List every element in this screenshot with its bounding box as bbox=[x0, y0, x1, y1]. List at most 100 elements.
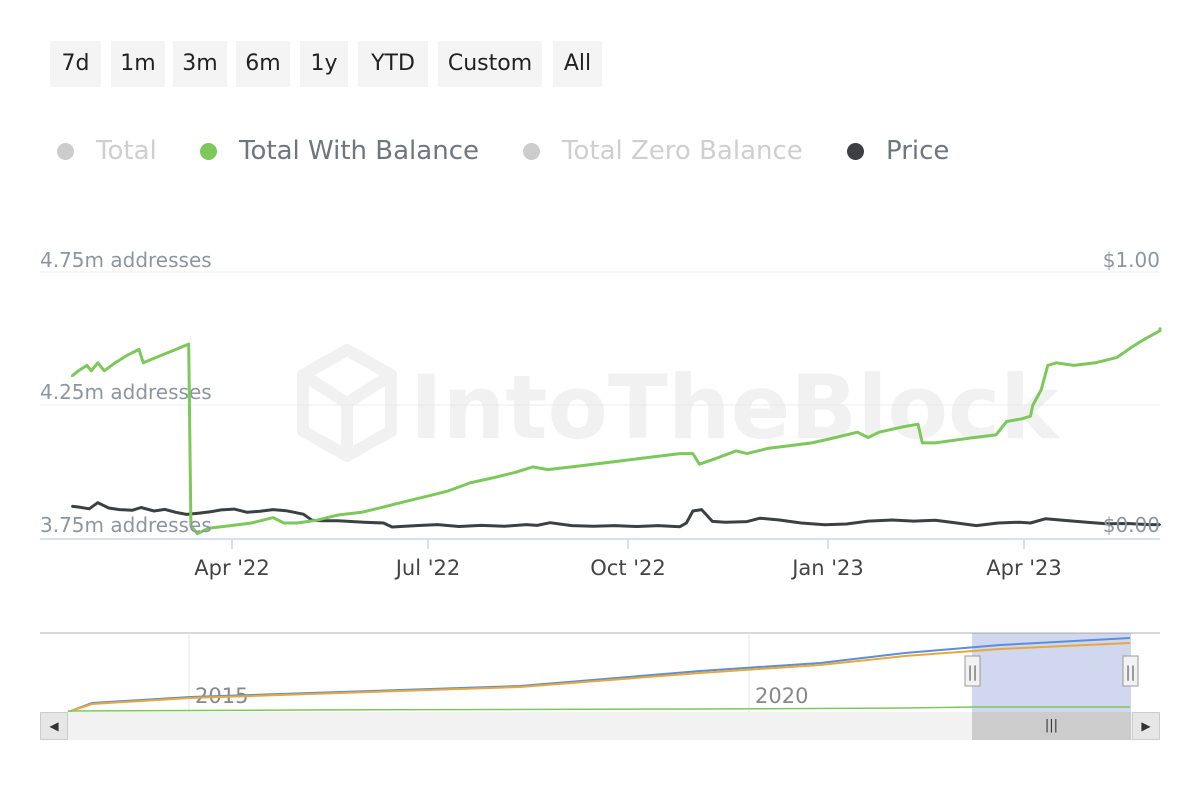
data-point bbox=[1131, 345, 1134, 348]
data-point bbox=[635, 457, 638, 460]
data-point bbox=[514, 471, 517, 474]
data-point bbox=[118, 508, 121, 511]
scroll-right-arrow[interactable]: ▶ bbox=[1132, 712, 1160, 740]
navigator-handle-right[interactable]: || bbox=[1122, 655, 1139, 687]
data-point bbox=[174, 511, 177, 514]
data-point bbox=[360, 511, 363, 514]
data-point bbox=[259, 510, 262, 513]
data-point bbox=[503, 525, 506, 528]
data-point bbox=[469, 481, 471, 484]
data-point bbox=[570, 465, 573, 468]
data-point bbox=[282, 522, 285, 524]
data-point bbox=[570, 524, 573, 527]
data-point bbox=[546, 468, 549, 471]
range-button-1y[interactable]: 1y bbox=[300, 41, 348, 87]
data-point bbox=[912, 520, 915, 523]
scrollbar-grip-icon: ||| bbox=[1044, 718, 1059, 733]
data-point bbox=[1040, 388, 1043, 391]
data-point bbox=[698, 463, 701, 466]
data-point bbox=[1072, 364, 1075, 367]
y-right-tick-label: $0.00 bbox=[1103, 513, 1160, 537]
data-point bbox=[789, 444, 792, 447]
data-point bbox=[127, 353, 130, 356]
data-point bbox=[414, 524, 417, 527]
legend-item-total[interactable]: Total bbox=[57, 135, 157, 167]
data-point bbox=[77, 369, 80, 372]
data-point bbox=[272, 516, 275, 519]
data-point bbox=[1046, 364, 1049, 367]
legend-item-total-zero-balance[interactable]: Total Zero Balance bbox=[523, 135, 803, 167]
data-point bbox=[315, 519, 318, 522]
navigator-handle-left[interactable]: || bbox=[964, 655, 981, 687]
data-point bbox=[767, 447, 770, 450]
range-button-all[interactable]: All bbox=[553, 41, 602, 87]
y-left-tick-label: 3.75m addresses bbox=[40, 513, 212, 537]
data-point bbox=[891, 519, 893, 521]
data-point bbox=[70, 505, 73, 508]
data-point bbox=[878, 431, 880, 434]
data-point bbox=[531, 465, 534, 468]
data-point bbox=[295, 522, 298, 524]
data-point bbox=[1005, 420, 1008, 423]
data-point bbox=[479, 524, 482, 527]
data-point bbox=[492, 476, 495, 479]
data-point bbox=[168, 351, 171, 354]
range-button-6m[interactable]: 6m bbox=[236, 41, 290, 87]
data-point bbox=[934, 519, 937, 522]
data-point bbox=[759, 517, 761, 520]
data-point bbox=[70, 375, 73, 378]
data-point bbox=[153, 510, 156, 512]
data-point bbox=[901, 425, 904, 428]
data-point bbox=[1159, 523, 1161, 526]
y-left-tick-label: 4.25m addresses bbox=[40, 380, 212, 404]
scrollbar-thumb[interactable]: ||| bbox=[972, 712, 1131, 740]
data-point bbox=[975, 524, 978, 527]
price-series bbox=[70, 501, 1161, 529]
data-point bbox=[800, 522, 803, 524]
navigator[interactable]: 2015 2020 || || bbox=[0, 626, 1200, 716]
legend-item-price[interactable]: Price bbox=[847, 135, 949, 167]
navigator-handle-right-grip: || bbox=[1125, 663, 1135, 681]
legend-dot-price bbox=[847, 142, 864, 160]
data-point bbox=[107, 507, 110, 509]
arrow-left-icon: ◀ bbox=[49, 719, 59, 733]
data-point bbox=[834, 436, 837, 439]
data-point bbox=[735, 449, 738, 452]
legend-label-total: Total bbox=[96, 136, 157, 166]
data-point bbox=[1159, 327, 1161, 330]
data-point bbox=[1029, 415, 1032, 418]
data-point bbox=[1044, 517, 1047, 520]
range-button-custom[interactable]: Custom bbox=[438, 41, 542, 87]
data-point bbox=[337, 514, 339, 516]
data-point bbox=[678, 525, 681, 528]
range-button-3m[interactable]: 3m bbox=[173, 41, 227, 87]
data-point bbox=[973, 436, 976, 439]
x-tick-label: Jan '23 bbox=[790, 556, 864, 580]
data-point bbox=[953, 521, 956, 524]
range-button-7d[interactable]: 7d bbox=[50, 41, 101, 87]
data-point bbox=[1062, 519, 1064, 522]
data-point bbox=[88, 507, 91, 510]
main-chart: IntoTheBlock 4.75m addresses 4.25m addre… bbox=[40, 248, 1162, 580]
range-button-ytd[interactable]: YTD bbox=[358, 41, 428, 87]
data-point bbox=[185, 513, 188, 516]
watermark-logo-icon bbox=[297, 344, 397, 462]
watermark-text: IntoTheBlock bbox=[410, 356, 1061, 459]
legend-dot-total-zero-balance bbox=[523, 142, 540, 160]
legend-item-total-with-balance[interactable]: Total With Balance bbox=[200, 135, 479, 167]
data-point bbox=[207, 527, 210, 530]
scroll-left-arrow[interactable]: ◀ bbox=[40, 712, 68, 740]
data-point bbox=[614, 524, 616, 527]
data-point bbox=[1020, 417, 1023, 420]
x-tick-label: Apr '23 bbox=[986, 556, 1062, 580]
range-button-1m[interactable]: 1m bbox=[111, 41, 165, 87]
data-point bbox=[1159, 329, 1161, 332]
data-point bbox=[114, 361, 117, 364]
x-tick-label: Apr '22 bbox=[194, 556, 270, 580]
data-point bbox=[228, 524, 231, 527]
data-point bbox=[181, 345, 184, 348]
data-point bbox=[77, 506, 80, 508]
data-point bbox=[138, 348, 140, 351]
navigator-x-label: 2020 bbox=[755, 684, 808, 708]
data-point bbox=[404, 500, 407, 503]
